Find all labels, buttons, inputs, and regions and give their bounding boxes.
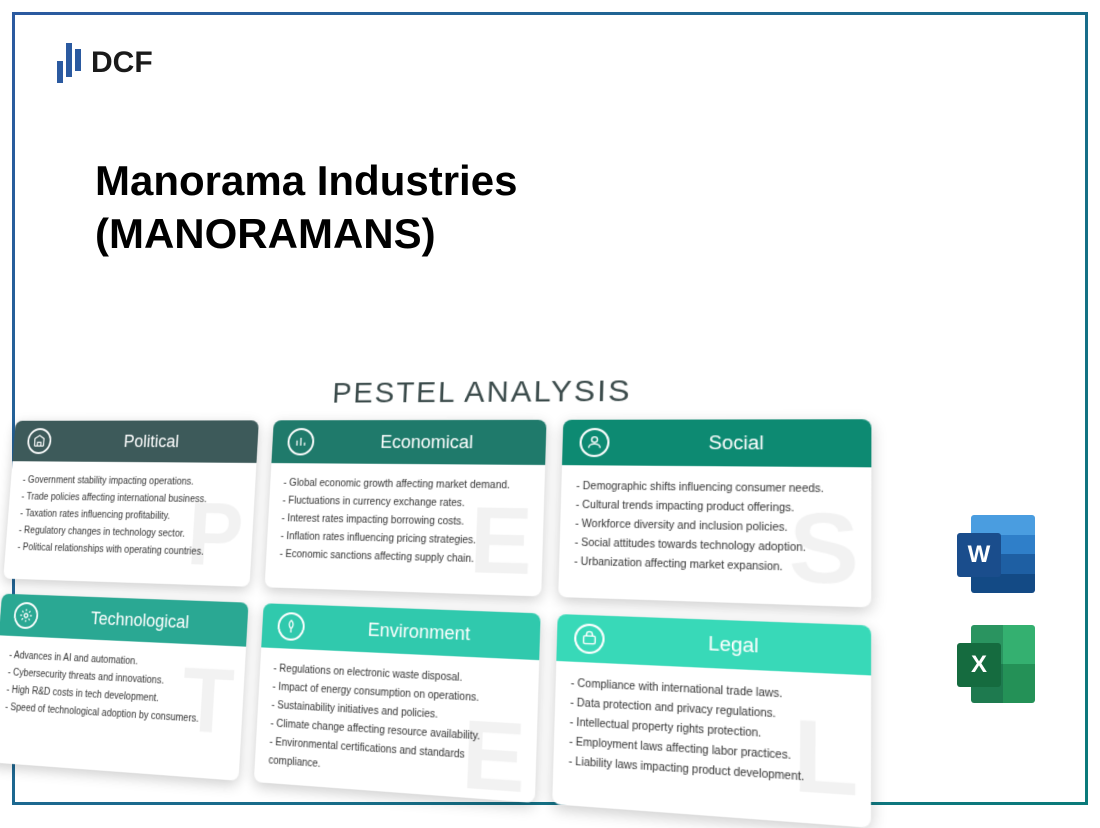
card-header: Social xyxy=(562,419,871,467)
card-body: - Demographic shifts influencing consume… xyxy=(559,465,872,594)
environment-icon xyxy=(277,612,305,641)
title-line-2: (MANORAMANS) xyxy=(95,208,517,261)
social-icon xyxy=(579,428,610,457)
excel-letter: X xyxy=(957,643,1001,687)
card-header: Economical xyxy=(271,420,546,465)
file-icons: W X xyxy=(957,515,1035,703)
card-title: Social xyxy=(624,432,852,455)
logo-bars-icon xyxy=(57,43,81,83)
technological-icon xyxy=(13,602,39,630)
pestel-card-political: Political - Government stability impactin… xyxy=(3,420,259,586)
logo-text: DCF xyxy=(91,46,153,80)
card-body: - Compliance with international trade la… xyxy=(553,661,871,807)
diagram-title: PESTEL ANALYSIS xyxy=(136,372,871,412)
card-title: Legal xyxy=(620,629,852,662)
card-title: Environment xyxy=(318,617,524,647)
pestel-diagram: PESTEL ANALYSIS Political - Government st… xyxy=(0,372,871,828)
pestel-grid: Political - Government stability impactin… xyxy=(0,419,871,828)
word-icon[interactable]: W xyxy=(957,515,1035,593)
card-header: Political xyxy=(12,420,258,463)
card-body: - Global economic growth affecting marke… xyxy=(265,463,545,584)
title-line-1: Manorama Industries xyxy=(95,155,517,208)
legal-icon xyxy=(574,623,605,654)
card-body: - Advances in AI and automation.- Cybers… xyxy=(0,635,246,744)
card-title: Political xyxy=(62,431,243,451)
logo: DCF xyxy=(57,43,153,83)
pestel-card-social: Social - Demographic shifts influencing c… xyxy=(558,419,871,607)
pestel-card-economical: Economical - Global economic growth affec… xyxy=(265,420,547,597)
word-letter: W xyxy=(957,533,1001,577)
pestel-card-environment: Environment- Regulations on electronic w… xyxy=(254,603,541,803)
economical-icon xyxy=(287,428,315,455)
outer-frame: DCF Manorama Industries (MANORAMANS) PES… xyxy=(12,12,1088,805)
card-title: Technological xyxy=(49,606,232,634)
page-title: Manorama Industries (MANORAMANS) xyxy=(95,155,517,260)
card-title: Economical xyxy=(327,431,529,453)
card-body: - Regulations on electronic waste dispos… xyxy=(254,647,539,803)
pestel-card-legal: Legal- Compliance with international tra… xyxy=(552,614,871,828)
excel-icon[interactable]: X xyxy=(957,625,1035,703)
political-icon xyxy=(27,428,53,454)
card-body: - Government stability impacting operati… xyxy=(4,461,256,575)
pestel-card-technological: Technological- Advances in AI and automa… xyxy=(0,594,249,781)
